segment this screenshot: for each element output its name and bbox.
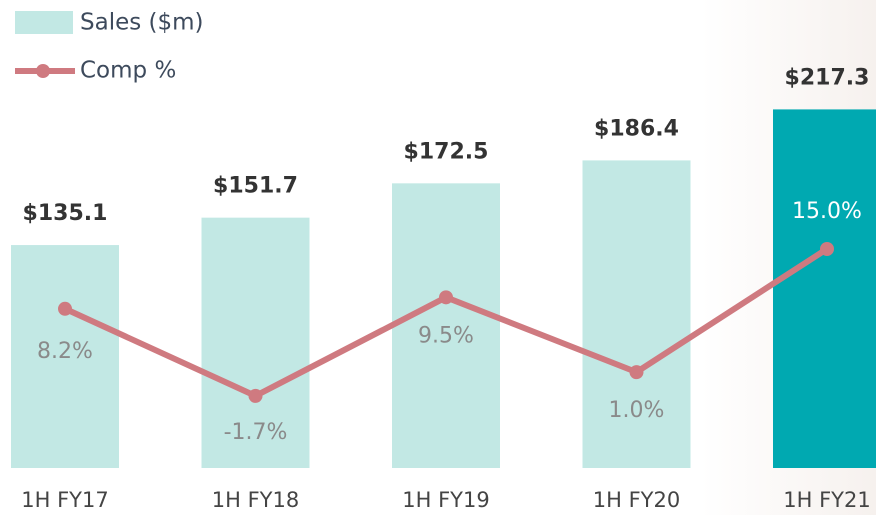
bar [582, 160, 691, 468]
x-tick-label: 1H FY20 [593, 488, 680, 512]
legend-marker [36, 64, 50, 78]
line-marker [58, 301, 72, 316]
bar-value-label: $217.3 [785, 65, 870, 90]
line-value-label: 15.0% [792, 199, 862, 224]
line-marker [439, 290, 453, 305]
legend-label: Sales ($m) [80, 10, 204, 36]
line-value-label: 9.5% [418, 323, 474, 348]
x-tick-label: 1H FY19 [402, 488, 489, 512]
line-value-label: -1.7% [224, 420, 288, 445]
bar [392, 183, 500, 468]
line-value-label: 1.0% [609, 398, 665, 423]
legend-swatch [15, 11, 73, 34]
line-marker [820, 241, 834, 256]
bar-value-label: $172.5 [404, 139, 489, 164]
x-tick-label: 1H FY21 [783, 488, 870, 512]
line-marker [629, 365, 644, 380]
bar [11, 245, 119, 468]
bar-value-label: $186.4 [594, 116, 679, 141]
line-value-label: 8.2% [37, 339, 93, 364]
bar [773, 109, 876, 468]
legend-label: Comp % [80, 58, 176, 84]
bar [201, 217, 310, 468]
bar-value-label: $151.7 [213, 174, 298, 199]
line-marker [248, 388, 263, 403]
x-tick-label: 1H FY17 [21, 488, 108, 512]
x-tick-label: 1H FY18 [212, 488, 299, 512]
bar-value-label: $135.1 [23, 201, 108, 226]
